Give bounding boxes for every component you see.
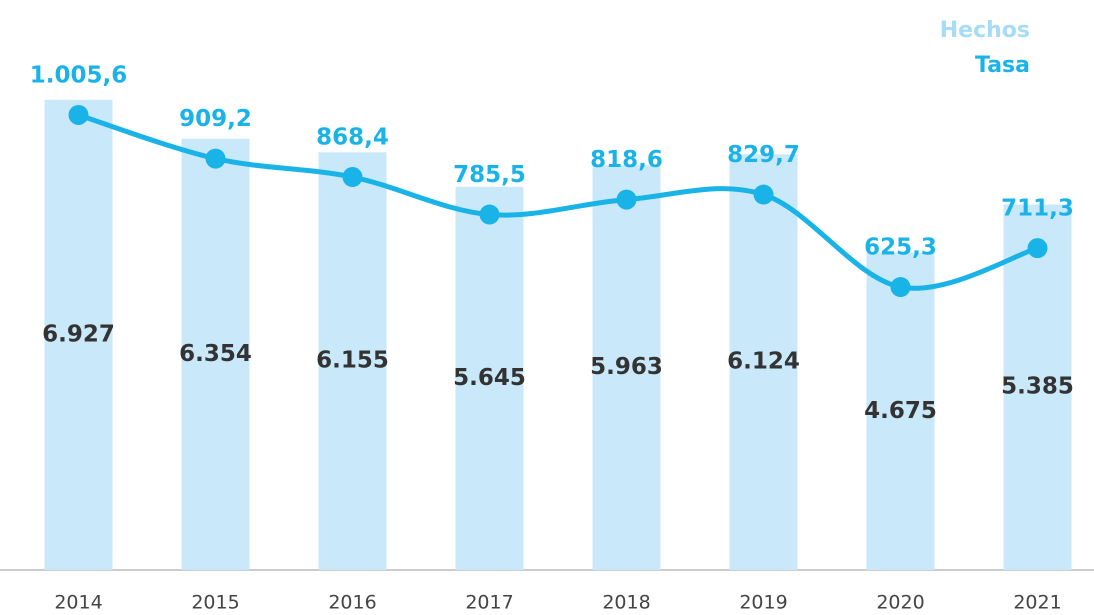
x-tick-label: 2019: [739, 592, 787, 614]
bar-value-label: 6.124: [727, 349, 800, 375]
line-point: [1027, 238, 1048, 259]
line-point: [479, 204, 500, 225]
x-tick-label: 2020: [876, 592, 924, 614]
line-value-label: 868,4: [316, 125, 389, 151]
x-tick-label: 2015: [191, 592, 239, 614]
bar: [181, 138, 250, 571]
bar-value-label: 5.645: [453, 365, 526, 391]
bar: [44, 99, 113, 571]
legend-entry: Hechos: [940, 18, 1030, 43]
line-point: [205, 148, 226, 169]
bar-value-label: 5.963: [590, 354, 663, 380]
bar-value-label: 6.354: [179, 341, 252, 367]
line-value-label: 909,2: [179, 106, 252, 132]
line-value-label: 818,6: [590, 147, 663, 173]
bar: [729, 154, 798, 570]
x-tick-label: 2018: [602, 592, 650, 614]
line-value-label: 625,3: [864, 235, 937, 261]
line-point: [342, 167, 363, 188]
bar: [455, 186, 524, 570]
bar-value-label: 5.385: [1001, 374, 1074, 400]
line: [77, 112, 1039, 291]
bar: [1003, 204, 1072, 571]
line-point: [890, 277, 911, 298]
line-point: [753, 184, 774, 205]
x-tick-label: 2016: [328, 592, 376, 614]
bar-value-label: 4.675: [864, 398, 937, 424]
legend: Hechos Tasa: [940, 18, 1030, 78]
bar-value-label: 6.927: [42, 321, 115, 347]
line-value-label: 785,5: [453, 162, 526, 188]
line-value-label: 711,3: [1001, 196, 1074, 222]
line-point: [68, 104, 89, 125]
x-tick-label: 2021: [1013, 592, 1061, 614]
x-tick-label: 2014: [54, 592, 102, 614]
x-tick-label: 2017: [465, 592, 513, 614]
line-value-label: 829,7: [727, 142, 800, 168]
legend-entry: Tasa: [975, 53, 1030, 78]
bar: [592, 165, 661, 571]
line-point: [616, 189, 637, 210]
line-value-label: 1.005,6: [30, 62, 128, 88]
bar-value-label: 6.155: [316, 348, 389, 374]
bar: [318, 152, 387, 570]
bar: [866, 252, 935, 570]
